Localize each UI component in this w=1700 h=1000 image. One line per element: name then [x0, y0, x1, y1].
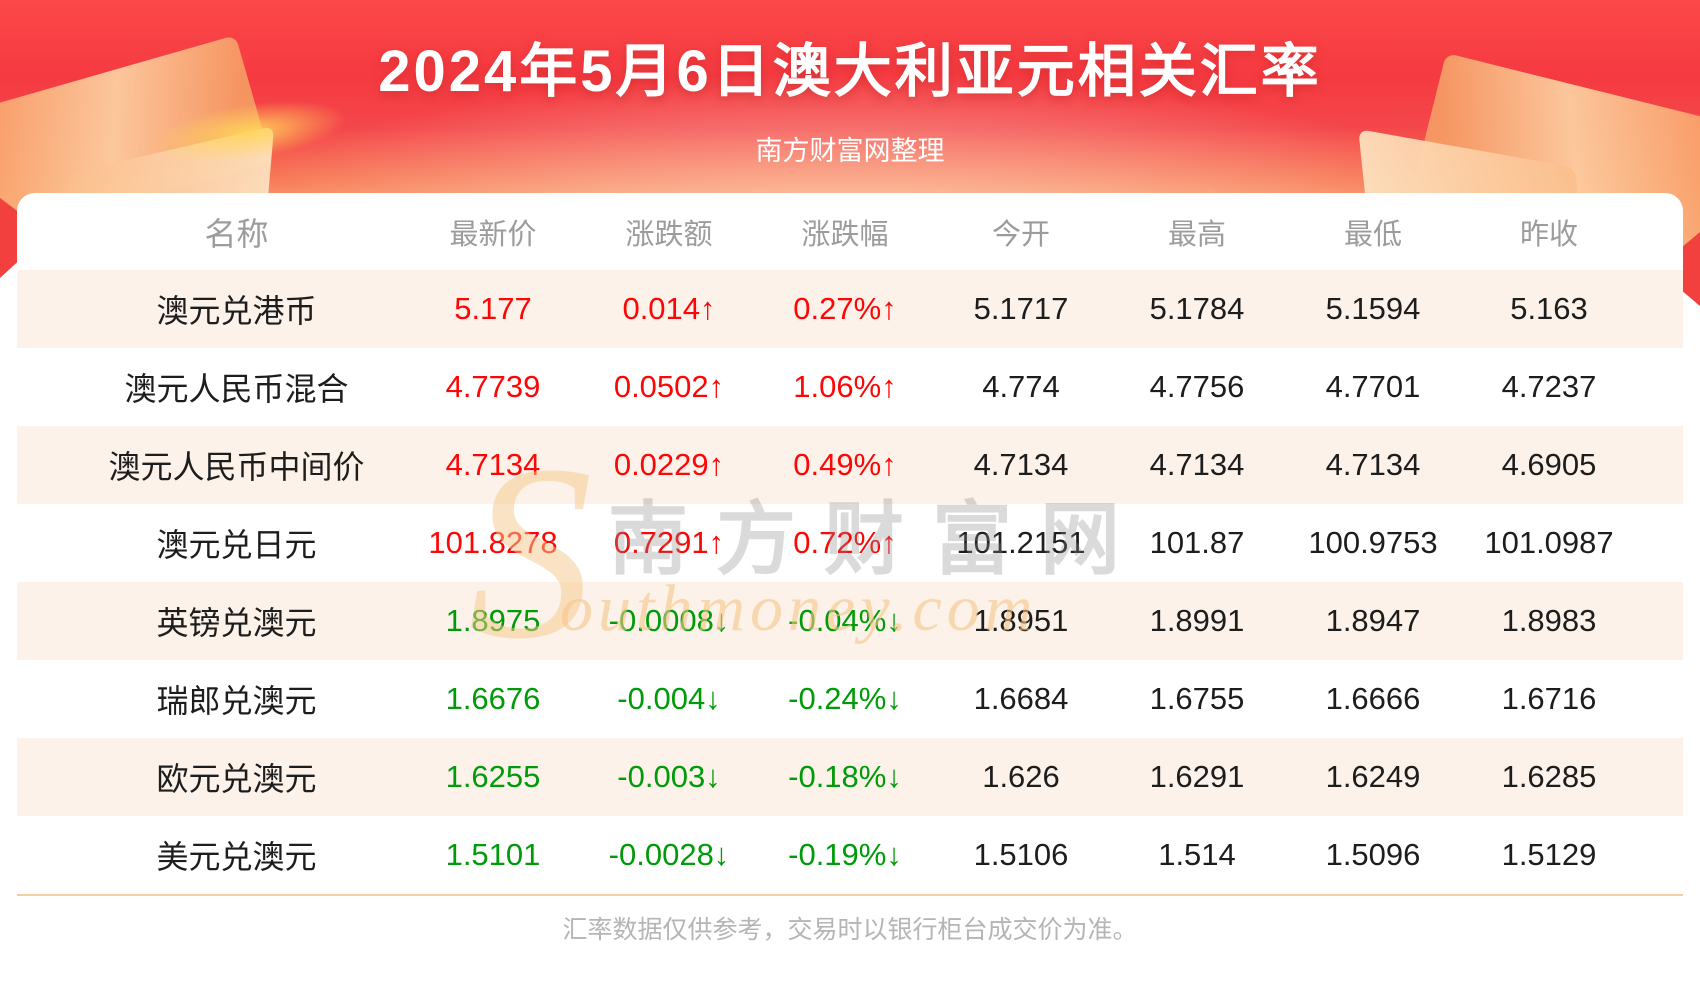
cell-change-pct: -0.18%↓ [788, 759, 902, 794]
table-row: 澳元兑日元 101.8278 0.7291↑ 0.72%↑ 101.2151 101.87… [17, 504, 1683, 582]
cell-change: -0.0028↓ [608, 837, 730, 872]
cell-low: 4.7701 [1325, 369, 1421, 404]
cell-open: 1.6684 [973, 681, 1069, 716]
table-row: 欧元兑澳元 1.6255 -0.003↓ -0.18%↓ 1.626 1.6291 1.62… [17, 738, 1683, 816]
cell-high: 1.8991 [1149, 603, 1245, 638]
cell-prev-close: 1.6285 [1501, 759, 1597, 794]
cell-low: 4.7134 [1325, 447, 1421, 482]
cell-name: 英镑兑澳元 [156, 605, 317, 641]
spacer [1637, 270, 1683, 348]
cell-open: 4.7134 [973, 447, 1069, 482]
spacer [1637, 426, 1683, 504]
cell-change-pct: 0.72%↑ [793, 525, 897, 560]
table-row: 瑞郎兑澳元 1.6676 -0.004↓ -0.24%↓ 1.6684 1.6755 1.6… [17, 660, 1683, 738]
footer-divider [17, 894, 1683, 896]
exchange-rate-table-card: 名称 最新价 涨跌额 涨跌幅 今开 最高 最低 昨收 澳元兑港币 5.177 0.014↑ 0.27… [17, 193, 1683, 894]
spacer [1637, 738, 1683, 816]
cell-change: -0.0008↓ [608, 603, 730, 638]
cell-change-pct: -0.19%↓ [788, 837, 902, 872]
page-subtitle: 南方财富网整理 [755, 136, 945, 166]
cell-name: 澳元兑日元 [156, 527, 317, 563]
cell-last: 1.8975 [445, 603, 541, 638]
cell-high: 4.7134 [1149, 447, 1245, 482]
cell-change: 0.0502↑ [613, 369, 725, 404]
cell-prev-close: 1.5129 [1501, 837, 1597, 872]
cell-prev-close: 4.7237 [1501, 369, 1597, 404]
spacer [1637, 816, 1683, 894]
table-row: 澳元人民币中间价 4.7134 0.0229↑ 0.49%↑ 4.7134 4.7134 4… [17, 426, 1683, 504]
cell-change-pct: -0.24%↓ [788, 681, 902, 716]
cell-last: 1.5101 [445, 837, 541, 872]
column-header: 涨跌额 [625, 218, 713, 251]
cell-low: 1.5096 [1325, 837, 1421, 872]
cell-low: 5.1594 [1325, 291, 1421, 326]
cell-change: -0.003↓ [617, 759, 721, 794]
cell-open: 5.1717 [973, 291, 1069, 326]
spacer [1637, 660, 1683, 738]
cell-low: 1.8947 [1325, 603, 1421, 638]
cell-last: 1.6255 [445, 759, 541, 794]
page-title: 2024年5月6日澳大利亚元相关汇率 [378, 39, 1322, 104]
cell-change-pct: 0.27%↑ [793, 291, 897, 326]
exchange-rate-table: 名称 最新价 涨跌额 涨跌幅 今开 最高 最低 昨收 澳元兑港币 5.177 0.014↑ 0.27… [17, 193, 1683, 894]
cell-high: 1.6755 [1149, 681, 1245, 716]
table-row: 澳元兑港币 5.177 0.014↑ 0.27%↑ 5.1717 5.1784 5.1594… [17, 270, 1683, 348]
cell-name: 澳元人民币中间价 [108, 449, 365, 485]
cell-last: 4.7739 [445, 369, 541, 404]
column-header: 最低 [1343, 218, 1402, 251]
cell-low: 1.6666 [1325, 681, 1421, 716]
column-header: 名称 [204, 215, 269, 252]
cell-low: 1.6249 [1325, 759, 1421, 794]
column-header: 最高 [1167, 218, 1226, 251]
cell-change: 0.014↑ [622, 291, 716, 326]
cell-high: 4.7756 [1149, 369, 1245, 404]
cell-name: 瑞郎兑澳元 [156, 683, 317, 719]
cell-change-pct: -0.04%↓ [788, 603, 902, 638]
cell-name: 澳元人民币混合 [124, 371, 349, 407]
cell-open: 101.2151 [956, 525, 1086, 560]
disclaimer-note: 汇率数据仅供参考，交易时以银行柜台成交价为准。 [562, 916, 1138, 944]
cell-last: 5.177 [454, 291, 532, 326]
cell-change: 0.0229↑ [613, 447, 725, 482]
cell-open: 1.5106 [973, 837, 1069, 872]
spacer [1637, 582, 1683, 660]
cell-change-pct: 0.49%↑ [793, 447, 897, 482]
column-header: 涨跌幅 [801, 218, 889, 251]
cell-name: 美元兑澳元 [156, 839, 317, 875]
column-header: 昨收 [1519, 218, 1578, 251]
cell-prev-close: 4.6905 [1501, 447, 1597, 482]
cell-name: 澳元兑港币 [156, 293, 317, 329]
table-row: 美元兑澳元 1.5101 -0.0028↓ -0.19%↓ 1.5106 1.514 1.5… [17, 816, 1683, 894]
cell-prev-close: 1.6716 [1501, 681, 1597, 716]
cell-change: -0.004↓ [617, 681, 721, 716]
cell-open: 1.8951 [973, 603, 1069, 638]
column-header: 最新价 [449, 218, 537, 251]
column-header: 今开 [991, 218, 1050, 251]
spacer [1637, 348, 1683, 426]
spacer [1637, 193, 1683, 270]
cell-prev-close: 5.163 [1510, 291, 1588, 326]
cell-prev-close: 101.0987 [1484, 525, 1614, 560]
cell-prev-close: 1.8983 [1501, 603, 1597, 638]
cell-high: 5.1784 [1149, 291, 1245, 326]
table-header-row: 名称 最新价 涨跌额 涨跌幅 今开 最高 最低 昨收 [17, 193, 1683, 270]
cell-open: 4.774 [982, 369, 1060, 404]
cell-high: 101.87 [1149, 525, 1245, 560]
cell-change: 0.7291↑ [613, 525, 725, 560]
cell-high: 1.514 [1158, 837, 1236, 872]
cell-open: 1.626 [982, 759, 1060, 794]
table-row: 澳元人民币混合 4.7739 0.0502↑ 1.06%↑ 4.774 4.7756 4.7… [17, 348, 1683, 426]
spacer [1637, 504, 1683, 582]
cell-last: 4.7134 [445, 447, 541, 482]
cell-low: 100.9753 [1308, 525, 1438, 560]
cell-high: 1.6291 [1149, 759, 1245, 794]
table-row: 英镑兑澳元 1.8975 -0.0008↓ -0.04%↓ 1.8951 1.8991 1.… [17, 582, 1683, 660]
cell-last: 1.6676 [445, 681, 541, 716]
cell-change-pct: 1.06%↑ [793, 369, 897, 404]
cell-last: 101.8278 [428, 525, 558, 560]
cell-name: 欧元兑澳元 [156, 761, 317, 797]
